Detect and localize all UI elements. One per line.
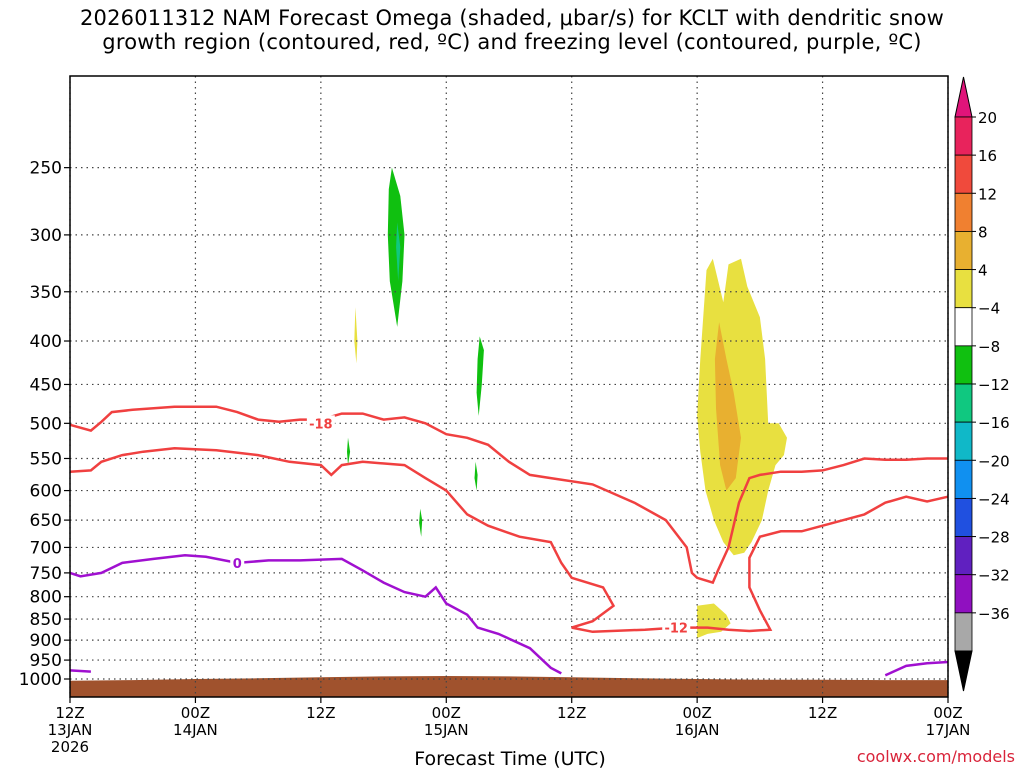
omega-region-yellow-sliver [354, 307, 358, 364]
colorbar-cell-11 [954, 498, 973, 537]
freezing-level-contour-segment-1 [69, 669, 91, 673]
plot-frame [69, 75, 949, 698]
colorbar-label-7: −8 [978, 338, 1000, 356]
x-tick-label-84-1: 00Z [933, 704, 962, 722]
colorbar-label-5: 4 [978, 262, 988, 280]
x-tick-label-0-2: 13JAN [48, 721, 93, 739]
colorbar-top-arrow [954, 76, 973, 118]
x-tick-label-12-2: 14JAN [173, 721, 218, 739]
colorbar-label-3: 12 [978, 185, 997, 203]
omega-region-green-small-2 [474, 461, 478, 491]
colorbar-cell-8 [954, 383, 973, 423]
y-tick-label-700: 700 [30, 538, 62, 558]
y-tick-label-400: 400 [30, 332, 62, 352]
colorbar-cell-5 [954, 269, 973, 309]
y-tick-label-900: 900 [30, 631, 62, 651]
freezing-level-label: 0 [233, 557, 242, 572]
colorbar-cell-6 [954, 307, 973, 347]
colorbar-cell-7 [954, 345, 973, 385]
colorbar-cell-2 [954, 154, 973, 194]
x-tick-label-36-2: 15JAN [424, 721, 469, 739]
freezing-level-contour-segment-2 [884, 660, 949, 677]
colorbar-label-6: −4 [978, 300, 1000, 318]
colorbar-bottom-arrow [954, 650, 973, 692]
credit-text: coolwx.com/models [857, 747, 1015, 766]
y-tick-label-850: 850 [30, 610, 62, 630]
chart-title: 2026011312 NAM Forecast Omega (shaded, μ… [0, 6, 1024, 54]
chart-title-line-2: growth region (contoured, red, ºC) and f… [102, 30, 922, 54]
x-tick-label-24-1: 12Z [306, 704, 335, 722]
y-tick-label-450: 450 [30, 375, 62, 395]
omega-region-green-small-3 [419, 508, 423, 537]
x-tick-label-48-1: 12Z [557, 704, 586, 722]
plot-background [70, 76, 948, 697]
freezing-level-contour [69, 554, 562, 675]
x-tick-label-0-1: 12Z [55, 704, 84, 722]
dgz-contour-label--18: -18 [309, 417, 333, 432]
chart-title-line-1: 2026011312 NAM Forecast Omega (shaded, μ… [79, 6, 945, 30]
x-tick-label-72-1: 12Z [808, 704, 837, 722]
omega-region-green-small-1 [347, 437, 351, 466]
x-tick-label-60-1: 00Z [682, 704, 711, 722]
y-tick-label-600: 600 [30, 482, 62, 502]
y-tick-label-950: 950 [30, 651, 62, 671]
colorbar-cell-1 [954, 116, 973, 156]
x-tick-label-0-3: 2026 [51, 738, 89, 756]
y-tick-label-500: 500 [30, 414, 62, 434]
colorbar-label-1: 20 [978, 109, 997, 127]
omega-region-green-mid [476, 336, 484, 416]
omega-region-teal-upper-core [396, 222, 401, 282]
plot-area: 0 -18 -12 250 300 350 400 450 500 550 600 650 700 750… [19, 75, 971, 756]
colorbar-cell-4 [954, 231, 973, 270]
colorbar-cell-14 [954, 612, 973, 652]
colorbar-cell-9 [954, 421, 973, 461]
y-tick-label-1000: 1000 [19, 670, 62, 690]
y-tick-label-800: 800 [30, 588, 62, 608]
x-axis-label: Forecast Time (UTC) [414, 748, 605, 768]
x-tick-label-36-1: 00Z [432, 704, 461, 722]
dgz-label-bg--12 [662, 619, 691, 635]
colorbar-label-13: −32 [978, 567, 1010, 585]
colorbar-label-11: −24 [978, 490, 1010, 508]
colorbar-cell-13 [954, 574, 973, 614]
terrain-ground [70, 676, 948, 697]
y-tick-label-300: 300 [30, 226, 62, 246]
y-tick-label-750: 750 [30, 564, 62, 584]
colorbar-cell-10 [954, 459, 973, 499]
dgz-label-bg--18 [306, 415, 335, 431]
colorbar-label-9: −16 [978, 414, 1010, 432]
y-tick-label-650: 650 [30, 511, 62, 531]
omega-region-orange-core [714, 322, 741, 491]
dgz-contour--12 [69, 447, 949, 634]
y-tick-label-550: 550 [30, 449, 62, 469]
y-tick-label-350: 350 [30, 283, 62, 303]
x-tick-label-84-2: 17JAN [926, 721, 971, 739]
y-tick-label-250: 250 [30, 159, 62, 179]
x-tick-label-12-1: 00Z [181, 704, 210, 722]
colorbar: 20 16 12 8 4 −4 −8 −12 −16 −20 −24 −28 −32 −36 [954, 76, 1010, 692]
colorbar-label-14: −36 [978, 605, 1010, 623]
colorbar-cell-3 [954, 192, 973, 232]
colorbar-label-10: −20 [978, 452, 1010, 470]
colorbar-cell-12 [954, 536, 973, 576]
freezing-label-bg [230, 554, 245, 570]
colorbar-label-2: 16 [978, 147, 997, 165]
dgz-contour-label--12: -12 [664, 622, 688, 637]
colorbar-label-4: 8 [978, 223, 988, 241]
colorbar-label-12: −28 [978, 529, 1010, 547]
x-tick-label-60-2: 16JAN [675, 721, 720, 739]
colorbar-label-8: −12 [978, 376, 1010, 394]
dgz-contour--18 [69, 405, 948, 585]
